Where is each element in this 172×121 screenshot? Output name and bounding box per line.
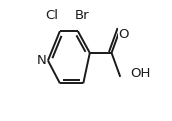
Text: O: O <box>118 28 129 41</box>
Text: Br: Br <box>75 9 89 22</box>
Text: Cl: Cl <box>45 9 58 22</box>
Text: OH: OH <box>131 67 151 80</box>
Text: N: N <box>36 54 46 67</box>
